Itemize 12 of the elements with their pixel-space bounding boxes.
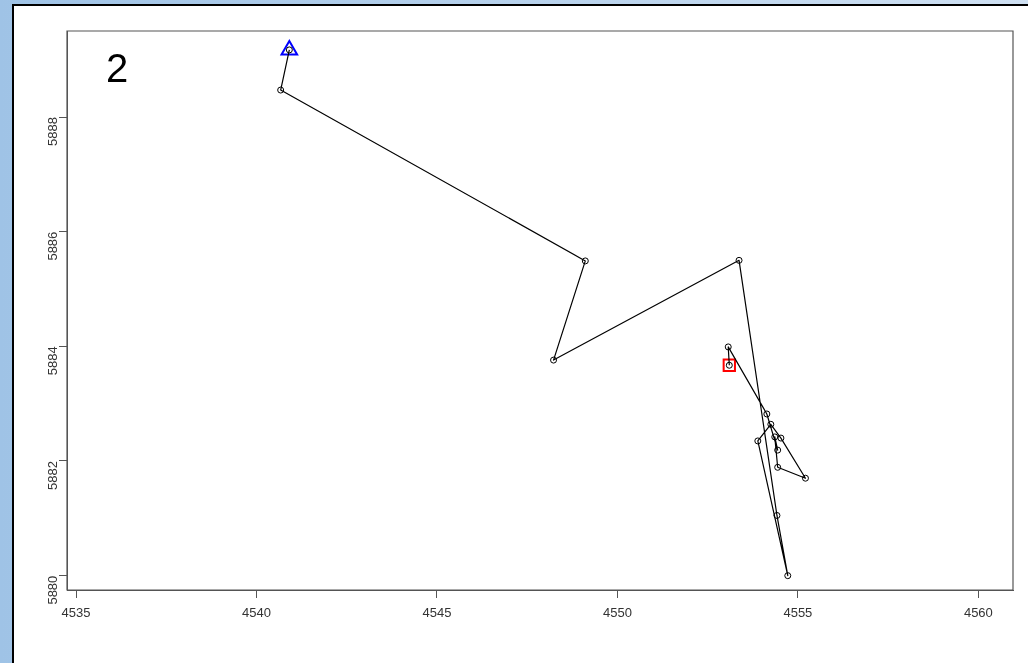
y-tick-label: 5882 xyxy=(44,461,60,490)
x-tick-label: 4535 xyxy=(61,605,91,621)
x-tick-label: 4545 xyxy=(422,605,452,621)
annotation: 2 xyxy=(106,46,129,91)
x-tick-label: 4550 xyxy=(602,605,632,621)
y-tick-label: 5888 xyxy=(44,117,60,146)
x-tick-label: 4560 xyxy=(963,605,993,621)
y-tick-label: 5884 xyxy=(44,346,60,376)
x-tick-label: 4555 xyxy=(783,605,813,621)
x-tick-label: 4540 xyxy=(242,605,271,621)
y-tick-label: 5880 xyxy=(44,575,60,605)
y-tick-label: 5886 xyxy=(44,231,60,261)
